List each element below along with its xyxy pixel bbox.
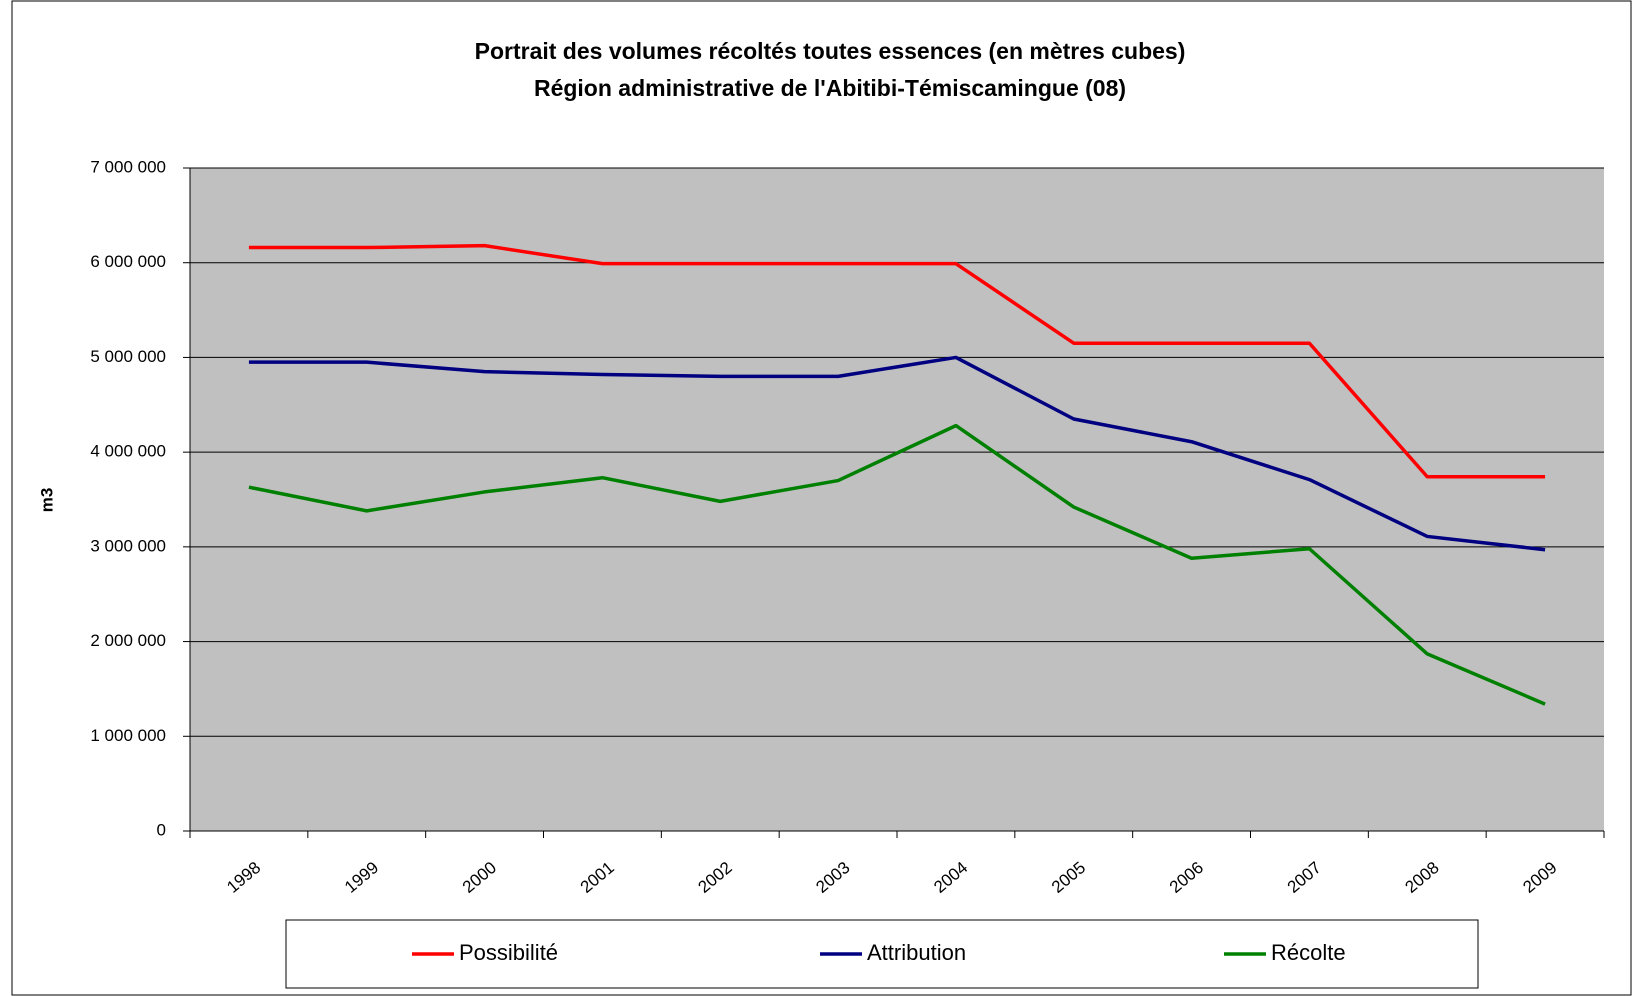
series-line bbox=[248, 423, 1546, 706]
series-line bbox=[248, 355, 1546, 552]
y-tick-label: 5 000 000 bbox=[90, 347, 166, 366]
y-tick-label: 4 000 000 bbox=[90, 442, 166, 461]
chart-subtitle: Région administrative de l'Abitibi-Témis… bbox=[534, 75, 1126, 101]
legend-box bbox=[285, 919, 1479, 989]
y-axis-label: m3 bbox=[37, 488, 56, 513]
y-tick-label: 7 000 000 bbox=[90, 157, 166, 176]
chart-title: Portrait des volumes récoltés toutes ess… bbox=[475, 38, 1186, 64]
y-tick-label: 6 000 000 bbox=[90, 252, 166, 271]
legend-label: Attribution bbox=[867, 940, 966, 965]
plot-area bbox=[190, 168, 1604, 831]
y-tick-label: 1 000 000 bbox=[90, 726, 166, 745]
y-tick-label: 2 000 000 bbox=[90, 631, 166, 650]
y-tick-label: 3 000 000 bbox=[90, 536, 166, 555]
legend-label: Possibilité bbox=[459, 940, 558, 965]
legend-label: Récolte bbox=[1271, 940, 1346, 965]
y-tick-label: 0 bbox=[157, 820, 166, 839]
series-line bbox=[248, 243, 1546, 479]
